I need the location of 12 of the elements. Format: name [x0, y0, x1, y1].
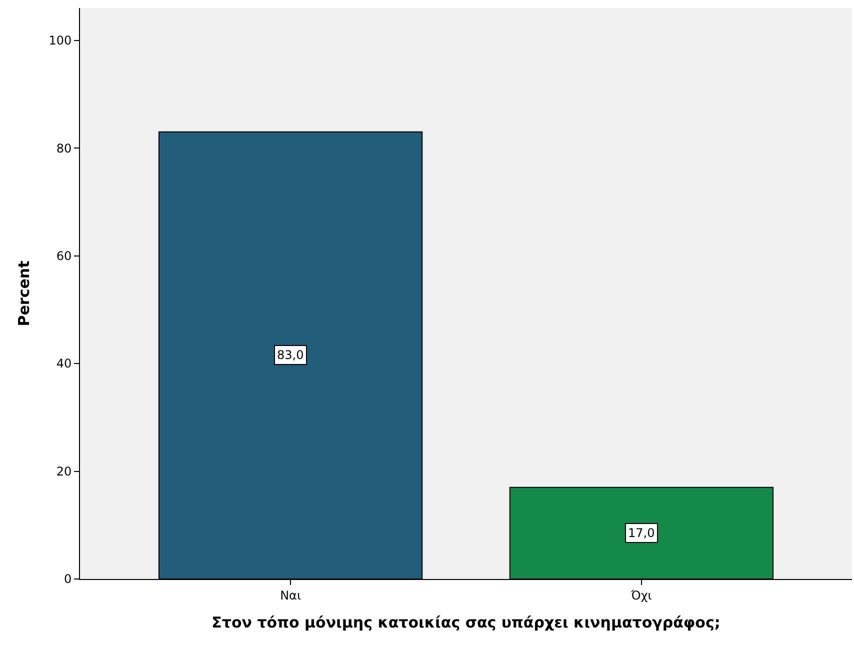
- x-tick-label: Ναι: [280, 588, 302, 602]
- y-tick-label: 60: [56, 248, 72, 263]
- x-axis-title: Στον τόπο μόνιμης κατοικίας σας υπάρχει κινηματογράφος;: [212, 613, 720, 632]
- y-tick-label: 20: [56, 464, 72, 478]
- y-tick-label: 80: [56, 141, 72, 156]
- y-tick-label: 0: [64, 572, 72, 586]
- data-label: 17,0: [628, 526, 655, 540]
- x-tick-label: Όχι: [630, 588, 652, 602]
- y-tick-label: 40: [56, 356, 72, 371]
- y-axis-title: Percent: [14, 260, 33, 326]
- y-tick-label: 100: [48, 34, 72, 48]
- data-label: 83,0: [277, 348, 304, 362]
